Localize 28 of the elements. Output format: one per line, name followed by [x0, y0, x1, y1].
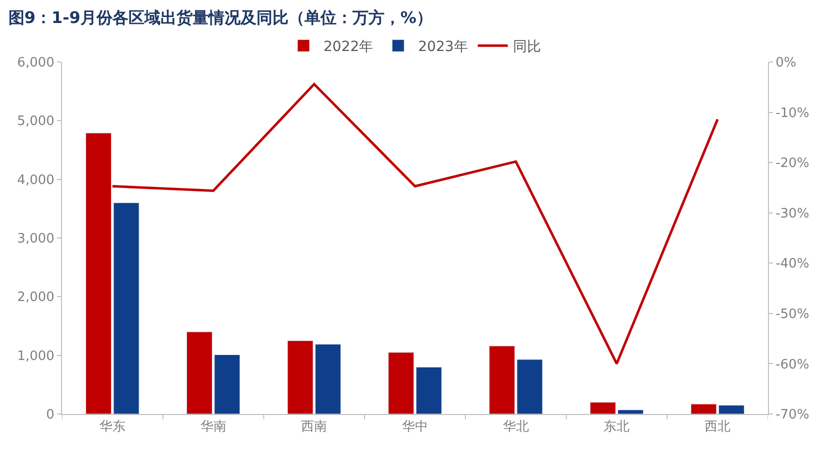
y-tick-label: 1,000	[17, 348, 54, 364]
x-tick-label: 西北	[704, 420, 731, 435]
y-tick-label: 5,000	[17, 114, 54, 130]
y-tick-label: 6,000	[17, 56, 54, 71]
y2-tick-label: -60%	[776, 357, 810, 372]
bar	[388, 352, 414, 414]
legend-label: 2022年	[324, 39, 374, 56]
y2-tick-label: -30%	[776, 206, 810, 222]
y-tick-label: 0	[46, 408, 54, 423]
bar	[416, 366, 442, 414]
y-tick-label: 3,000	[17, 232, 54, 247]
y2-tick-label: -20%	[776, 156, 810, 172]
x-tick-label: 华北	[502, 420, 529, 435]
y2-tick-label: 0%	[776, 56, 796, 71]
y2-tick-label: -40%	[776, 256, 810, 272]
x-tick-label: 华南	[200, 420, 226, 435]
y2-tick-label: -50%	[776, 306, 810, 322]
y-tick-label: 2,000	[17, 290, 54, 306]
y2-tick-label: -70%	[776, 408, 810, 423]
legend-label: 2023年	[418, 39, 468, 56]
legend-label: 同比	[512, 39, 541, 56]
x-tick-label: 西南	[301, 420, 328, 435]
x-tick-label: 华中	[402, 420, 428, 435]
y2-tick-label: -10%	[776, 106, 810, 121]
x-tick-label: 华东	[99, 420, 126, 435]
chart-title: 图9：1-9月份各区域出货量情况及同比（单位：万方，%）	[8, 8, 432, 28]
x-tick-label: 东北	[604, 420, 630, 435]
y-tick-label: 4,000	[17, 172, 54, 188]
